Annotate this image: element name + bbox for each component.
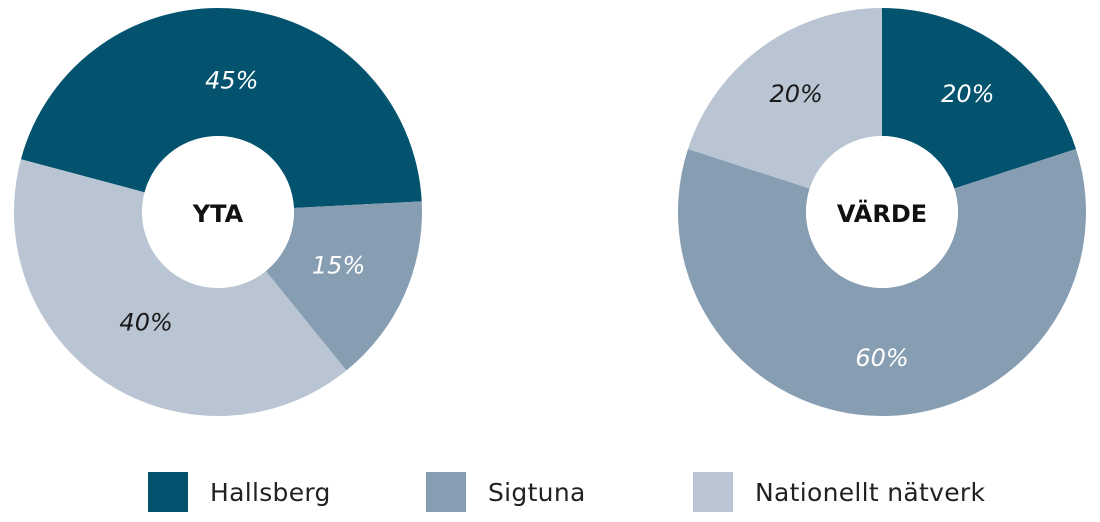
- legend-item-hallsberg: Hallsberg: [148, 470, 331, 514]
- slice-label-nationellt: 40%: [119, 309, 172, 337]
- slice-label-hallsberg: 20%: [941, 80, 994, 108]
- donut-chart-yta: 45% 15% 40% YTA: [13, 7, 422, 416]
- slice-label-sigtuna: 15%: [312, 252, 365, 280]
- donut-chart-varde: 20% 60% 20% VÄRDE: [678, 8, 1086, 417]
- slice-nationellt: [13, 159, 347, 416]
- legend-swatch-sigtuna: [426, 472, 466, 512]
- legend-item-nationellt: Nationellt nätverk: [693, 470, 985, 514]
- slice-label-sigtuna: 60%: [855, 344, 908, 372]
- chart-title: VÄRDE: [837, 199, 927, 228]
- legend-item-sigtuna: Sigtuna: [426, 470, 586, 514]
- legend: Hallsberg Sigtuna Nationellt nätverk: [0, 470, 1100, 514]
- donut-hole: [142, 136, 294, 288]
- slice-label-hallsberg: 45%: [205, 67, 258, 95]
- legend-swatch-nationellt: [693, 472, 733, 512]
- slice-hallsberg: [882, 8, 1077, 189]
- donut-hole: [806, 136, 958, 288]
- legend-swatch-hallsberg: [148, 472, 188, 512]
- slice-sigtuna: [678, 148, 1086, 417]
- slice-hallsberg: [20, 7, 422, 209]
- slice-label-nationellt: 20%: [770, 80, 823, 108]
- legend-label: Hallsberg: [210, 477, 331, 507]
- slice-sigtuna: [265, 201, 422, 371]
- chart-title: YTA: [192, 200, 244, 228]
- legend-label: Sigtuna: [488, 477, 586, 507]
- slice-nationellt: [687, 8, 882, 189]
- legend-label: Nationellt nätverk: [755, 477, 986, 507]
